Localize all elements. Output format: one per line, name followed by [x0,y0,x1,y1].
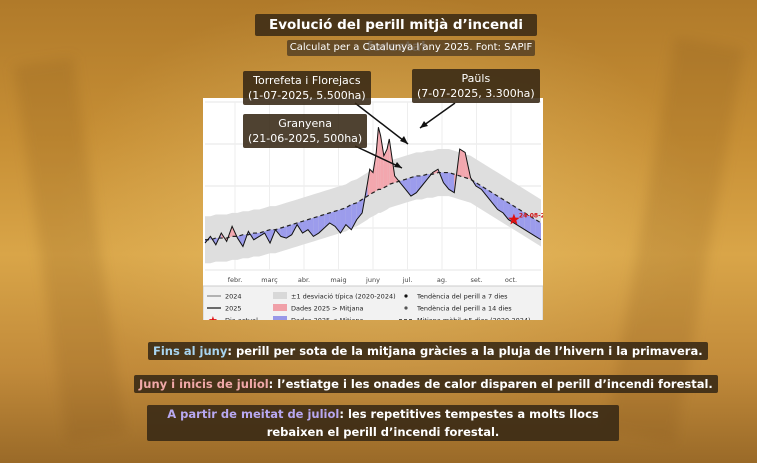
below-mean-area [448,172,455,193]
message-highlight: A partir de meitat de juliol [167,407,340,421]
above-mean-area [367,169,370,197]
below-mean-area [356,199,363,220]
legend-label: ±1 desviació típica (2020-2024) [291,293,396,301]
below-mean-area [400,179,406,190]
month-tick-label: març [261,276,278,284]
below-mean-area [351,202,357,230]
below-mean-area [410,175,417,197]
annotation-torrefeta: Torrefeta i Florejacs (1-07-2025, 5.500h… [243,71,371,105]
below-mean-area [324,212,330,228]
page-title: Evolució del perill mitjà d’incendi fore… [255,14,537,55]
legend-label: Tendència del perill a 7 dies [416,293,508,301]
annotation-label: Torrefeta i Florejacs [253,74,361,87]
message-text: : l’estiatge i les onades de calor dispa… [268,377,713,391]
below-mean-area [416,175,422,193]
month-tick-label: oct. [505,276,517,284]
below-mean-area [280,226,287,239]
above-mean-area [376,127,379,192]
above-mean-area [394,175,401,183]
arrowhead-pauls [420,121,428,128]
below-mean-area [486,189,493,203]
legend-swatch [404,306,408,310]
annotation-detail: (1-07-2025, 5.500ha) [248,89,366,102]
arrowhead-granyena [394,162,402,168]
below-mean-area [329,211,336,227]
month-tick-label: febr. [228,276,243,284]
below-mean-area [242,231,249,247]
above-mean-area [373,152,377,193]
below-mean-area [530,216,536,237]
below-mean-area [340,207,346,234]
message-text: : perill per sota de la mitjana gràcies … [227,344,703,358]
legend-label: 2025 [225,305,242,313]
legend-label: Dades 2025 > Mitjana [291,305,364,313]
legend-swatch [273,316,287,323]
below-mean-area [345,204,352,230]
below-mean-area [307,217,314,237]
below-mean-area [302,219,308,234]
annotation-granyena: Granyena (21-06-2025, 500ha) [243,114,368,148]
legend-label: Tendència del perill a 14 dies [416,305,512,313]
month-tick-label: abr. [298,276,310,284]
below-mean-area [492,192,498,210]
above-mean-area [383,149,388,188]
month-tick-label: maig [330,276,346,284]
message-text: : les repetitives tempestes a molts lloc… [266,407,599,439]
above-mean-area [459,149,466,178]
legend-label: 2024 [225,293,242,301]
annotation-pauls: Paüls (7-07-2025, 3.300ha) [412,69,540,103]
annotation-label: Granyena [278,117,332,130]
annotation-detail: (7-07-2025, 3.300ha) [417,87,535,100]
below-mean-area [535,219,541,240]
message-until-june: Fins al juny: perill per sota de la mitj… [148,342,708,360]
below-mean-area [443,172,449,190]
below-mean-area [503,199,509,220]
month-tick-label: jul. [402,276,413,284]
below-mean-area [475,182,482,190]
current-day-label: 24-08-2025 [519,213,543,220]
arrow-granyena [354,145,403,169]
message-june-july: Juny i inicis de juliol: l’estiatge i le… [134,375,718,393]
page-subtitle: Calculat per a Catalunya l’any 2025. Fon… [287,40,535,56]
arrowhead-torrefeta [400,136,408,144]
series-2025-line [204,127,542,248]
below-mean-area [519,209,525,230]
below-mean-area [286,224,292,239]
below-mean-area [524,212,531,234]
current-day-star [508,213,520,225]
below-mean-area [313,216,319,237]
annotation-detail: (21-06-2025, 500ha) [248,132,363,145]
below-mean-area [405,177,411,197]
month-tick-label: set. [470,276,482,284]
annotation-label: Paüls [461,72,491,85]
month-tick-label: ag. [437,276,447,284]
above-mean-area [369,169,373,195]
month-tick-label: juny [365,276,380,284]
below-mean-area [421,174,428,186]
message-highlight: Fins al juny [153,344,228,358]
below-mean-area [335,209,341,234]
below-mean-area [253,233,260,240]
legend-swatch [273,292,287,299]
arrow-torrefeta [354,102,409,145]
legend-swatch [273,304,287,311]
above-mean-area [387,138,390,186]
message-highlight: Juny i inicis de juliol [139,377,269,391]
below-mean-area [318,214,325,234]
message-mid-july: A partir de meitat de juliol: les repeti… [147,405,619,441]
above-mean-area [380,135,384,190]
legend-swatch [404,294,408,298]
below-mean-area [497,196,504,213]
